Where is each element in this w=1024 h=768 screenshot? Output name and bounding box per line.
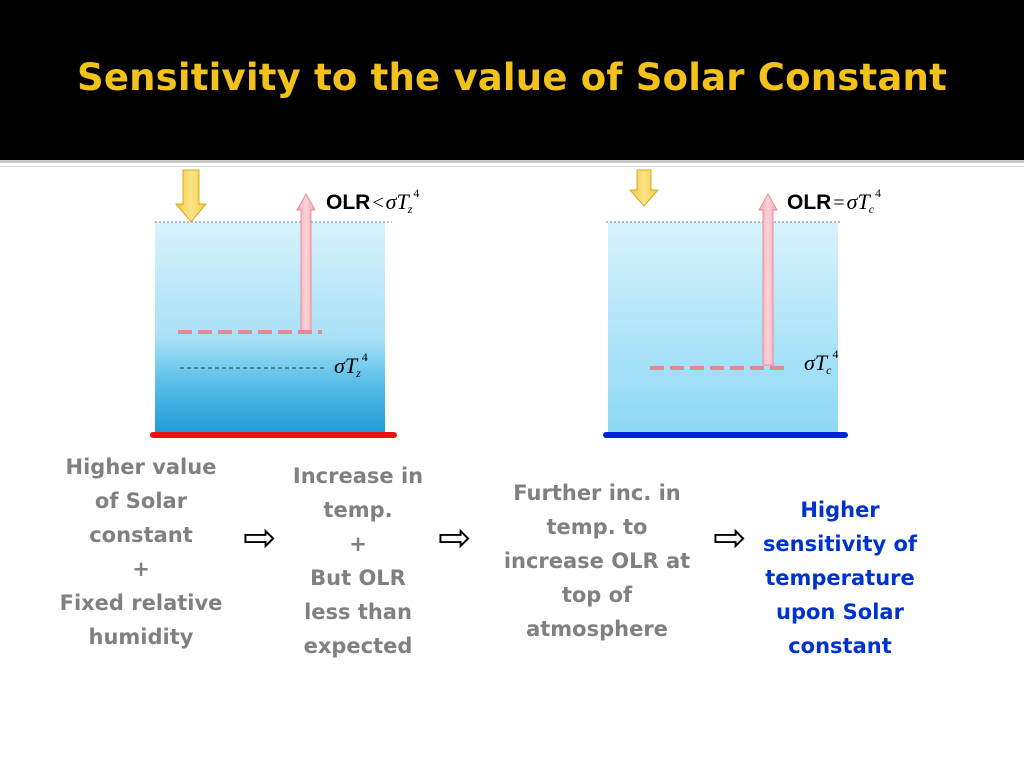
statement-line: atmosphere (526, 617, 668, 641)
solar-arrow-left (174, 169, 208, 223)
exponent: 4 (832, 347, 839, 361)
olr-arrow-right (758, 192, 778, 366)
divider-line-thin (0, 166, 1024, 167)
right-diagram (603, 169, 848, 438)
statement-line: upon Solar (776, 600, 904, 624)
subscript: z (407, 202, 413, 216)
atmosphere-column-right (608, 222, 838, 434)
title-bar: Sensitivity to the value of Solar Consta… (0, 0, 1024, 160)
exponent: 4 (413, 186, 420, 200)
statement-line: of Solar (94, 489, 188, 513)
atmosphere-diagrams (150, 169, 848, 438)
temperature-var: T (814, 350, 828, 375)
olr-equation-left: OLR <σTz4 (326, 186, 419, 217)
olr-arrow-left (296, 192, 316, 333)
statement-increase-temp: Increase in temp. + But OLR less than ex… (268, 459, 448, 663)
exponent: 4 (875, 186, 882, 200)
statement-line: expected (303, 634, 413, 658)
statement-line: + (349, 532, 367, 556)
statement-line: top of (561, 583, 633, 607)
temperature-var: T (344, 353, 358, 378)
statement-line: temp. to (546, 515, 648, 539)
statement-line: humidity (88, 625, 194, 649)
statement-line: constant (788, 634, 892, 658)
left-diagram (150, 169, 397, 438)
olr-label: OLR (787, 191, 832, 214)
statement-line: increase OLR at (503, 549, 691, 573)
solar-arrow-right (628, 169, 660, 207)
statement-further-increase: Further inc. in temp. to increase OLR at… (492, 476, 702, 646)
statement-line: Fixed relative (59, 591, 223, 615)
statement-line: temperature (765, 566, 915, 590)
statement-higher-sensitivity: Higher sensitivity of temperature upon S… (748, 493, 932, 663)
implies-arrow-icon: ⇨ (438, 515, 472, 561)
statement-line: less than (304, 600, 412, 624)
operator: < (372, 192, 384, 214)
statement-line: + (132, 557, 150, 581)
sigma-symbol: σ (846, 189, 858, 214)
statement-line: constant (89, 523, 193, 547)
sigma-symbol: σ (804, 350, 815, 375)
level-equation-right: σTc4 (804, 347, 838, 378)
statement-line: sensitivity of (762, 532, 918, 556)
implies-arrow-icon: ⇨ (243, 515, 277, 561)
olr-equation-right: OLR =σTc4 (787, 186, 881, 217)
statement-line: Further inc. in (513, 481, 681, 505)
exponent: 4 (361, 350, 368, 364)
operator: = (833, 192, 845, 214)
statement-line: But OLR (310, 566, 406, 590)
olr-label: OLR (326, 191, 371, 214)
statement-line: Increase in (292, 464, 424, 488)
subscript: z (356, 366, 361, 380)
statement-line: Higher value (65, 455, 217, 479)
temperature-var: T (857, 189, 870, 214)
sigma-symbol: σ (334, 353, 345, 378)
subscript: c (868, 202, 875, 216)
implies-arrow-icon: ⇨ (713, 515, 747, 561)
temperature-var: T (396, 189, 409, 214)
level-equation-left: σTz4 (334, 350, 368, 381)
divider-line (0, 160, 1024, 163)
slide-title: Sensitivity to the value of Solar Consta… (77, 56, 947, 99)
subscript: c (826, 363, 832, 377)
atmosphere-column-left (155, 222, 385, 434)
sigma-symbol: σ (385, 189, 397, 214)
statement-line: temp. (323, 498, 393, 522)
statement-higher-solar-constant: Higher value of Solar constant + Fixed r… (40, 450, 242, 654)
statement-line: Higher (800, 498, 880, 522)
